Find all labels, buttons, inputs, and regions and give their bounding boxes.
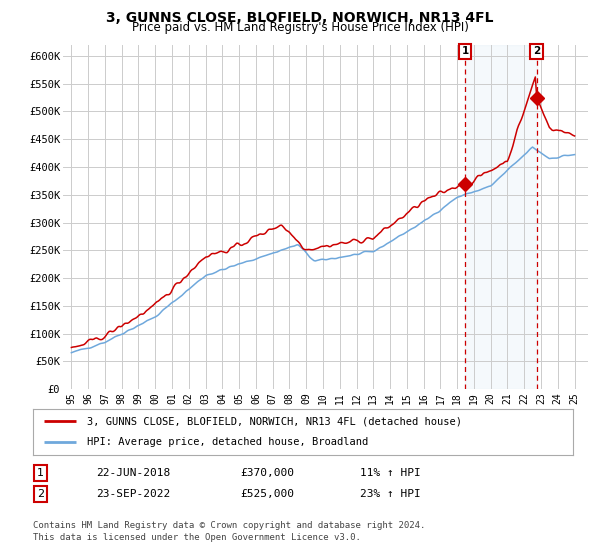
- Text: 1: 1: [461, 46, 469, 57]
- Text: Price paid vs. HM Land Registry's House Price Index (HPI): Price paid vs. HM Land Registry's House …: [131, 21, 469, 35]
- Text: 11% ↑ HPI: 11% ↑ HPI: [360, 468, 421, 478]
- Text: Contains HM Land Registry data © Crown copyright and database right 2024.: Contains HM Land Registry data © Crown c…: [33, 521, 425, 530]
- Bar: [465, 45, 536, 389]
- Text: 3, GUNNS CLOSE, BLOFIELD, NORWICH, NR13 4FL (detached house): 3, GUNNS CLOSE, BLOFIELD, NORWICH, NR13 …: [87, 416, 462, 426]
- Text: 3, GUNNS CLOSE, BLOFIELD, NORWICH, NR13 4FL: 3, GUNNS CLOSE, BLOFIELD, NORWICH, NR13 …: [106, 11, 494, 25]
- Text: 23% ↑ HPI: 23% ↑ HPI: [360, 489, 421, 499]
- Text: 1: 1: [37, 468, 44, 478]
- Text: HPI: Average price, detached house, Broadland: HPI: Average price, detached house, Broa…: [87, 437, 368, 447]
- Text: 2: 2: [533, 46, 540, 57]
- Text: 22-JUN-2018: 22-JUN-2018: [96, 468, 170, 478]
- Text: £525,000: £525,000: [240, 489, 294, 499]
- Text: 2: 2: [37, 489, 44, 499]
- Text: 23-SEP-2022: 23-SEP-2022: [96, 489, 170, 499]
- Text: This data is licensed under the Open Government Licence v3.0.: This data is licensed under the Open Gov…: [33, 533, 361, 542]
- Text: £370,000: £370,000: [240, 468, 294, 478]
